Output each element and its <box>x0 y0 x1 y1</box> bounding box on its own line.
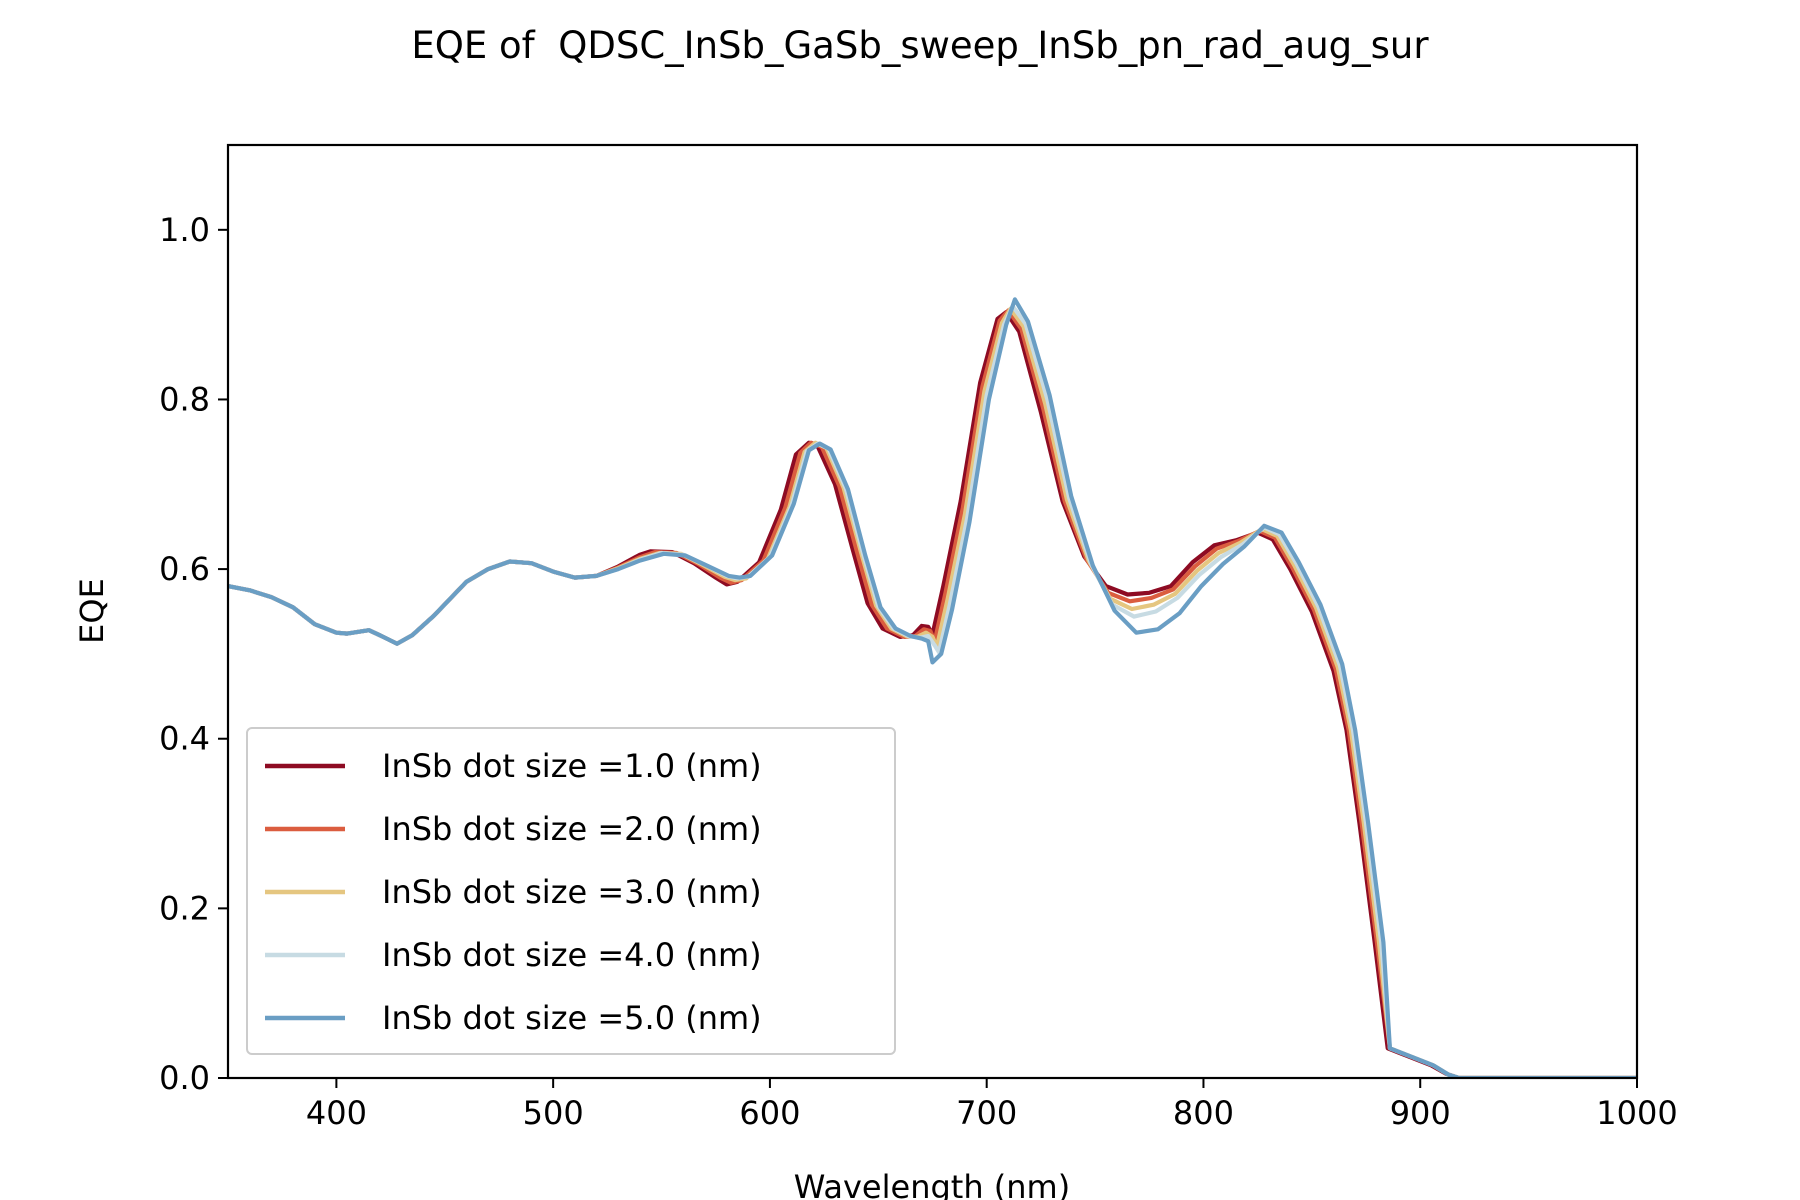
x-axis-label: Wavelength (nm) <box>794 1168 1070 1200</box>
x-tick-label: 1000 <box>1596 1094 1677 1132</box>
y-axis-label: EQE <box>73 578 111 644</box>
legend-label: InSb dot size =4.0 (nm) <box>382 936 762 974</box>
y-tick-label: 0.0 <box>159 1059 210 1097</box>
y-tick-label: 0.8 <box>159 380 210 418</box>
legend-label: InSb dot size =5.0 (nm) <box>382 999 762 1037</box>
legend-box <box>246 727 896 1055</box>
x-tick-label: 600 <box>739 1094 800 1132</box>
legend: InSb dot size =1.0 (nm) InSb dot size =2.… <box>246 727 896 1055</box>
x-tick-label: 700 <box>956 1094 1017 1132</box>
y-tick-label: 1.0 <box>159 211 210 249</box>
x-tick-label: 500 <box>523 1094 584 1132</box>
x-tick-label: 400 <box>306 1094 367 1132</box>
x-tick-label: 900 <box>1390 1094 1451 1132</box>
legend-label: InSb dot size =1.0 (nm) <box>382 747 762 785</box>
series-group <box>228 297 1637 1078</box>
y-tick-label: 0.4 <box>159 720 210 758</box>
legend-label: InSb dot size =2.0 (nm) <box>382 810 762 848</box>
x-tick-label: 800 <box>1173 1094 1234 1132</box>
series-line-5 <box>228 297 1637 1078</box>
y-tick-label: 0.2 <box>159 889 210 927</box>
y-tick-label: 0.6 <box>159 550 210 588</box>
chart-title: EQE of QDSC_InSb_GaSb_sweep_InSb_pn_rad_… <box>411 24 1429 67</box>
x-axis: 400 500 600 700 800 900 1000 <box>306 1078 1678 1132</box>
legend-label: InSb dot size =3.0 (nm) <box>382 873 762 911</box>
plot-frame <box>226 143 1639 1080</box>
y-axis: 0.0 0.2 0.4 0.6 0.8 1.0 <box>159 211 228 1097</box>
